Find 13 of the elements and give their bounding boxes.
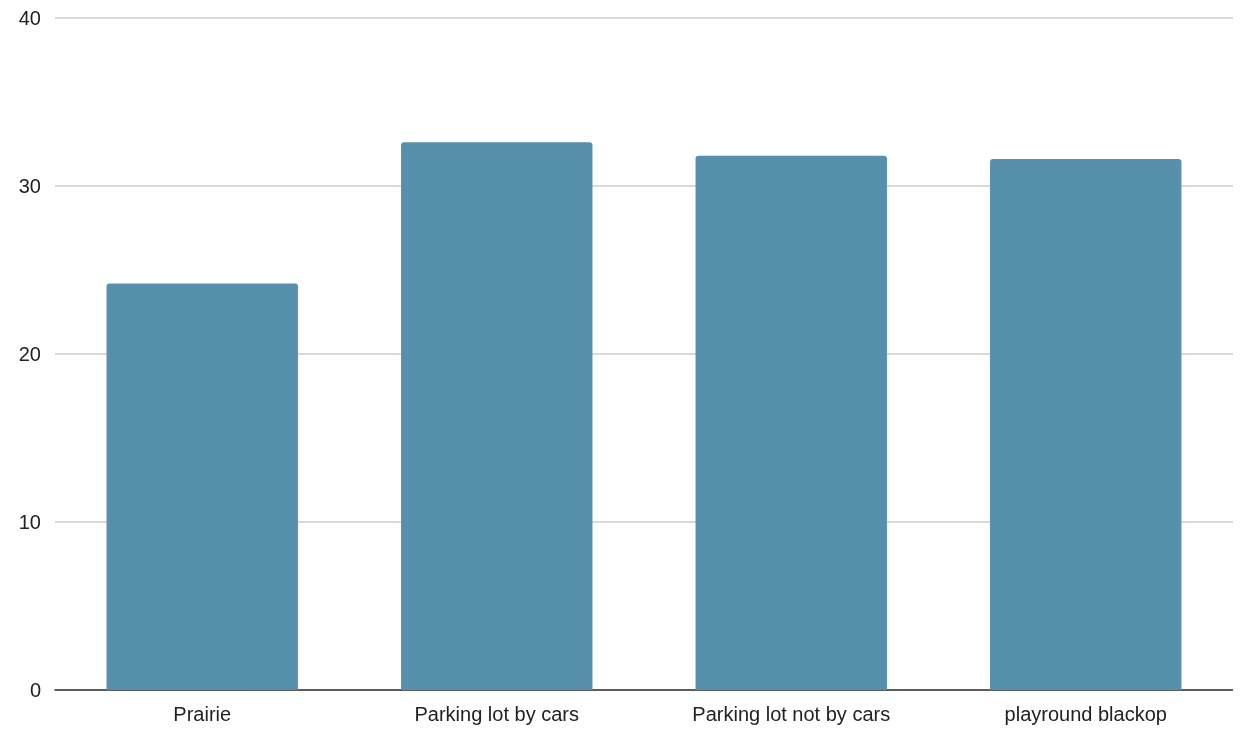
y-tick-label: 0 [29, 679, 41, 701]
y-tick-label: 30 [18, 175, 41, 197]
x-tick-label: playround blackop [1004, 703, 1167, 725]
y-tick-label: 20 [18, 343, 41, 365]
x-tick-label: Prairie [173, 703, 232, 725]
x-tick-label: Parking lot by cars [414, 703, 580, 725]
y-tick-label: 10 [18, 511, 41, 533]
y-tick-label: 40 [18, 7, 41, 29]
x-tick-label: Parking lot not by cars [692, 703, 891, 725]
bar [106, 283, 298, 690]
bar [695, 155, 887, 690]
bar [401, 142, 593, 690]
bar [990, 159, 1182, 690]
